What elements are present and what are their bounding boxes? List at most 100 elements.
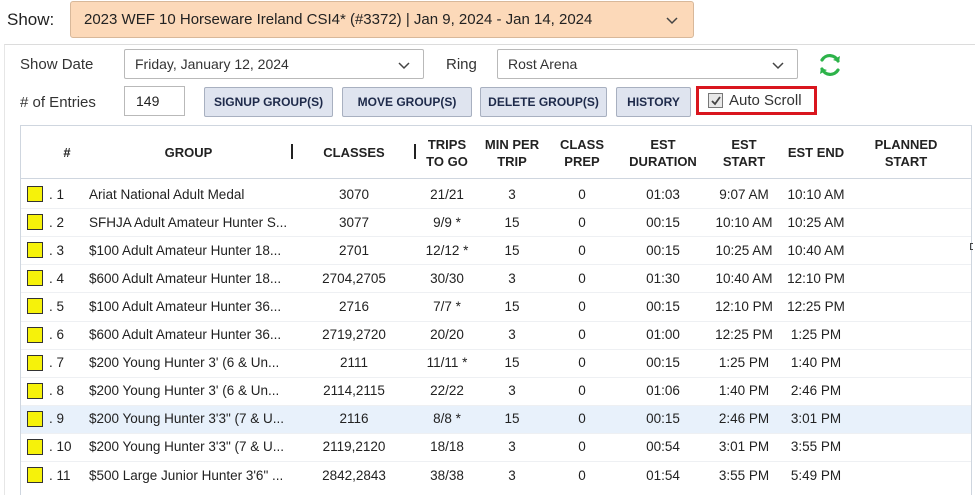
cell-num: . 5 bbox=[49, 298, 65, 314]
table-row[interactable]: . 1 Ariat National Adult Medal 3070 21/21 3 0… bbox=[21, 180, 971, 208]
cell-classes: 2114,2115 bbox=[323, 383, 385, 399]
col-prep-header-line2: PREP bbox=[564, 153, 600, 169]
cell-planned bbox=[861, 461, 951, 489]
signup-groups-button[interactable]: SIGNUP GROUP(S) bbox=[204, 87, 333, 117]
cell-group: $600 Adult Amateur Hunter 18... bbox=[89, 270, 282, 286]
col-min-header[interactable]: MIN PER TRIP bbox=[477, 126, 547, 179]
col-planned-header-line1: PLANNED bbox=[874, 136, 938, 152]
delete-groups-button[interactable]: DELETE GROUP(S) bbox=[480, 87, 607, 117]
status-square-icon[interactable] bbox=[27, 214, 43, 231]
col-min-header-line1: MIN PER bbox=[484, 136, 540, 152]
cell-prep: 0 bbox=[578, 439, 586, 455]
table-row[interactable]: . 10 $200 Young Hunter 3'3" (7 & U... 2119… bbox=[21, 433, 971, 461]
cell-min: 15 bbox=[504, 411, 520, 427]
col-prep-header[interactable]: CLASS PREP bbox=[547, 126, 617, 179]
cell-group: $200 Young Hunter 3'3" (7 & U... bbox=[89, 439, 285, 455]
cell-planned bbox=[861, 236, 951, 264]
table-row[interactable]: . 9 $200 Young Hunter 3'3" (7 & U... 2116 8… bbox=[21, 404, 971, 433]
cell-start: 2:46 PM bbox=[718, 411, 770, 427]
cell-prep: 0 bbox=[578, 411, 586, 427]
cell-start: 3:55 PM bbox=[718, 467, 770, 483]
cell-end: 10:25 AM bbox=[787, 214, 845, 230]
col-start-header-line1: EST bbox=[731, 136, 757, 152]
row-divider bbox=[21, 208, 971, 210]
cell-trips: 38/38 bbox=[430, 467, 464, 483]
cell-num: . 4 bbox=[49, 270, 65, 286]
col-num-header[interactable]: # bbox=[63, 145, 71, 160]
ring-label: Ring bbox=[446, 56, 477, 73]
move-groups-button[interactable]: MOVE GROUP(S) bbox=[342, 87, 472, 117]
cell-planned bbox=[861, 377, 951, 405]
cell-classes: 2719,2720 bbox=[322, 327, 386, 342]
cell-end: 2:46 PM bbox=[790, 383, 842, 399]
cell-end: 10:10 AM bbox=[787, 186, 845, 202]
show-date-select[interactable]: Friday, January 12, 2024 bbox=[124, 49, 424, 79]
cell-start: 12:25 PM bbox=[715, 327, 773, 342]
resize-grip[interactable] bbox=[970, 243, 973, 250]
col-trips-header[interactable]: TRIPS TO GO bbox=[417, 126, 477, 179]
cell-trips: 11/11 * bbox=[426, 355, 468, 371]
table-row[interactable]: . 4 $600 Adult Amateur Hunter 18... 2704,2… bbox=[21, 264, 971, 292]
status-square-icon[interactable] bbox=[27, 270, 43, 287]
col-duration-header-line1: EST bbox=[650, 136, 676, 152]
column-resize-handle[interactable] bbox=[291, 144, 293, 159]
chevron-down-icon bbox=[771, 58, 785, 74]
status-square-icon[interactable] bbox=[27, 382, 43, 399]
cell-min: 3 bbox=[508, 327, 516, 342]
status-square-icon[interactable] bbox=[27, 186, 43, 202]
cell-classes: 2716 bbox=[338, 298, 370, 314]
cell-dur: 00:15 bbox=[646, 214, 680, 230]
table-row[interactable]: . 6 $600 Adult Amateur Hunter 36... 2719,2… bbox=[21, 321, 971, 349]
table-row[interactable]: . 11 $500 Large Junior Hunter 3'6" ... 284… bbox=[21, 461, 971, 489]
cell-start: 10:25 AM bbox=[715, 242, 773, 258]
row-divider bbox=[21, 348, 971, 350]
col-end-header[interactable]: EST END bbox=[787, 145, 845, 160]
status-square-icon[interactable] bbox=[27, 410, 43, 427]
col-start-header[interactable]: EST START bbox=[709, 126, 779, 179]
table-row[interactable]: . 2 SFHJA Adult Amateur Hunter S... 3077 9/… bbox=[21, 208, 971, 236]
cell-trips: 30/30 bbox=[430, 270, 464, 286]
cell-num: . 8 bbox=[49, 383, 65, 399]
cell-start: 3:01 PM bbox=[718, 439, 770, 455]
ring-select[interactable]: Rost Arena bbox=[497, 49, 798, 79]
auto-scroll-toggle[interactable]: Auto Scroll bbox=[696, 86, 817, 115]
cell-classes: 2116 bbox=[339, 411, 369, 427]
status-square-icon[interactable] bbox=[27, 298, 43, 315]
col-duration-header[interactable]: EST DURATION bbox=[623, 126, 703, 179]
table-row[interactable]: . 5 $100 Adult Amateur Hunter 36... 2716 7/… bbox=[21, 292, 971, 320]
col-classes-header[interactable]: CLASSES bbox=[323, 145, 385, 160]
table-row[interactable]: . 3 $100 Adult Amateur Hunter 18... 2701 12… bbox=[21, 236, 971, 264]
col-planned-header[interactable]: PLANNED START bbox=[861, 126, 951, 179]
show-select[interactable]: 2023 WEF 10 Horseware Ireland CSI4* (#33… bbox=[70, 1, 694, 38]
cell-group: $200 Young Hunter 3' (6 & Un... bbox=[89, 355, 280, 371]
status-square-icon[interactable] bbox=[27, 242, 43, 259]
col-min-header-line2: TRIP bbox=[497, 153, 527, 169]
show-label: Show: bbox=[7, 10, 55, 29]
status-square-icon[interactable] bbox=[27, 326, 43, 343]
column-resize-handle[interactable] bbox=[414, 144, 416, 159]
table-row[interactable]: . 8 $200 Young Hunter 3' (6 & Un... 2114,2… bbox=[21, 377, 971, 405]
cell-dur: 00:15 bbox=[646, 411, 680, 427]
col-duration-header-line2: DURATION bbox=[629, 153, 697, 169]
show-date-value: Friday, January 12, 2024 bbox=[135, 56, 289, 72]
checkbox-checked-icon[interactable] bbox=[708, 93, 723, 108]
cell-num: . 9 bbox=[49, 411, 65, 427]
status-square-icon[interactable] bbox=[27, 354, 43, 371]
cell-dur: 00:54 bbox=[646, 439, 680, 455]
cell-group: $200 Young Hunter 3' (6 & Un... bbox=[89, 383, 280, 399]
col-group-header[interactable]: GROUP bbox=[164, 145, 213, 160]
cell-classes: 2842,2843 bbox=[322, 467, 386, 483]
cell-classes: 2111 bbox=[339, 355, 369, 371]
refresh-icon[interactable] bbox=[817, 52, 843, 83]
cell-prep: 0 bbox=[578, 383, 586, 399]
cell-start: 10:10 AM bbox=[715, 214, 773, 230]
cell-classes: 2701 bbox=[338, 242, 370, 258]
cell-num: . 2 bbox=[49, 214, 65, 230]
table-row[interactable]: . 7 $200 Young Hunter 3' (6 & Un... 2111 11… bbox=[21, 349, 971, 377]
cell-trips: 20/20 bbox=[430, 327, 464, 342]
status-square-icon[interactable] bbox=[27, 438, 43, 455]
history-button[interactable]: HISTORY bbox=[616, 87, 691, 117]
status-square-icon[interactable] bbox=[27, 467, 43, 483]
cell-dur: 00:15 bbox=[646, 298, 680, 314]
cell-min: 3 bbox=[508, 467, 516, 483]
